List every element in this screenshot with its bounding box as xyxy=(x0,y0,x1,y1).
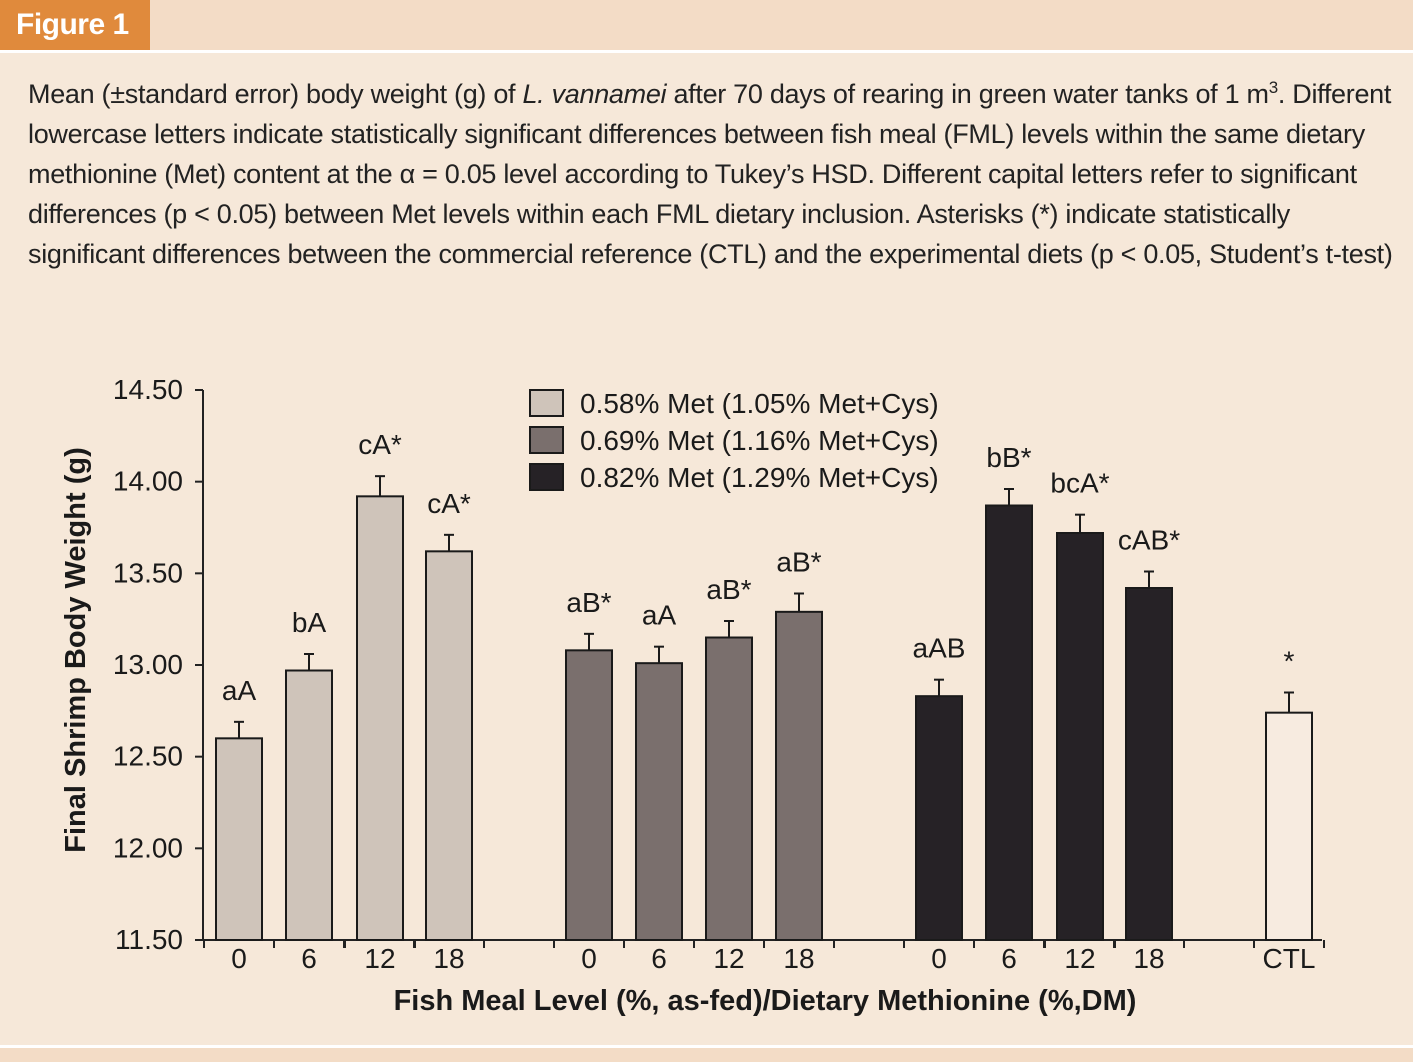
caption-superscript: 3 xyxy=(1268,78,1278,97)
y-tick-label: 11.50 xyxy=(115,924,183,955)
y-tick-label: 13.00 xyxy=(113,649,183,680)
x-tick-label: 6 xyxy=(1001,943,1017,974)
y-tick-label: 14.00 xyxy=(113,466,183,497)
bar xyxy=(775,610,823,941)
x-tick-label: 18 xyxy=(783,943,814,974)
data-label: * xyxy=(1284,646,1295,677)
header-divider xyxy=(0,50,1413,53)
data-label: aB* xyxy=(706,574,751,605)
x-tick-label: 0 xyxy=(581,943,597,974)
y-axis-title: Final Shrimp Body Weight (g) xyxy=(60,447,92,852)
data-label: bcA* xyxy=(1050,468,1109,499)
x-tick-label: CTL xyxy=(1263,943,1316,974)
bar xyxy=(1125,587,1173,941)
y-tick-label: 13.50 xyxy=(113,557,183,588)
x-tick-label: 6 xyxy=(651,943,667,974)
y-tick-label: 12.50 xyxy=(113,741,183,772)
figure-caption: Mean (±standard error) body weight (g) o… xyxy=(28,74,1393,274)
x-tick-label: 0 xyxy=(231,943,247,974)
figure-tab: Figure 1 xyxy=(0,0,150,50)
data-label: aA xyxy=(222,675,257,706)
data-label: bA xyxy=(292,607,327,638)
caption-species: L. vannamei xyxy=(522,79,667,109)
data-label: aB* xyxy=(566,587,611,618)
data-label: bB* xyxy=(986,442,1031,473)
x-tick-label: 12 xyxy=(713,943,744,974)
x-tick-label: 12 xyxy=(364,943,395,974)
y-tick-label: 12.00 xyxy=(113,832,183,863)
caption-text-2: after 70 days of rearing in green water … xyxy=(666,79,1269,109)
bar xyxy=(705,636,753,941)
bar xyxy=(985,504,1033,941)
x-tick-label: 12 xyxy=(1064,943,1095,974)
x-axis-title: Fish Meal Level (%, as-fed)/Dietary Meth… xyxy=(394,985,1137,1017)
bar xyxy=(356,495,404,941)
legend-label: 0.58% Met (1.05% Met+Cys) xyxy=(580,388,939,419)
legend-label: 0.69% Met (1.16% Met+Cys) xyxy=(580,425,939,456)
bar xyxy=(915,695,963,942)
data-label: cA* xyxy=(427,488,471,519)
legend-swatch xyxy=(529,389,564,417)
x-tick-label: 18 xyxy=(1133,943,1164,974)
bar xyxy=(635,662,683,942)
bar xyxy=(285,669,333,941)
bar xyxy=(1265,711,1313,942)
legend-swatch xyxy=(529,426,564,454)
x-tick-label: 18 xyxy=(433,943,464,974)
data-label: cAB* xyxy=(1118,525,1180,556)
x-tick-label: 0 xyxy=(931,943,947,974)
header-strip xyxy=(0,0,1413,50)
bar xyxy=(1056,532,1104,941)
data-label: aAB xyxy=(913,633,966,664)
y-tick-label: 14.50 xyxy=(113,374,183,405)
data-label: cA* xyxy=(358,429,402,460)
bar xyxy=(215,737,263,941)
legend-swatch xyxy=(529,463,564,491)
caption-text-1: Mean (±standard error) body weight (g) o… xyxy=(28,79,523,109)
bar xyxy=(425,550,473,941)
caption-text-3: . Different lowercase letters indicate s… xyxy=(28,79,1393,269)
footer-divider xyxy=(0,1045,1413,1048)
x-tick-label: 6 xyxy=(301,943,317,974)
legend-label: 0.82% Met (1.29% Met+Cys) xyxy=(580,462,939,493)
data-label: aB* xyxy=(776,547,821,578)
footer-band xyxy=(0,1048,1413,1062)
bar xyxy=(565,649,613,941)
data-label: aA xyxy=(642,600,677,631)
